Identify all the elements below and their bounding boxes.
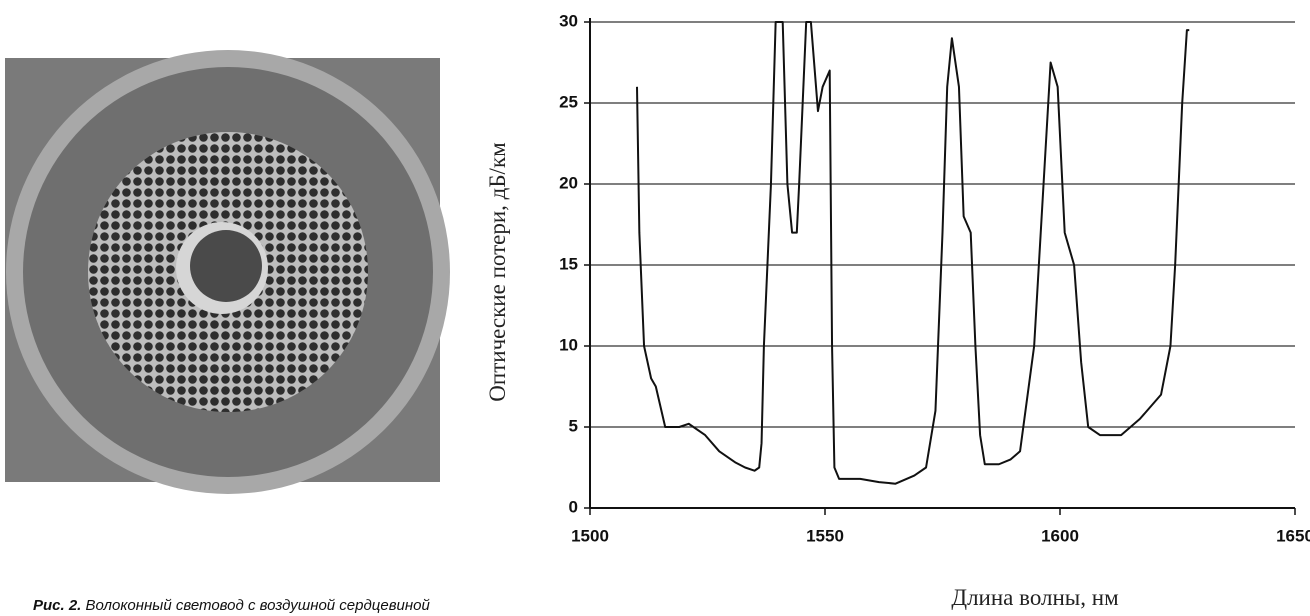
x-tick-label: 1550 xyxy=(806,526,844,545)
caption: Рис. 2. Волоконный световод с воздушной … xyxy=(33,597,430,614)
y-tick-label: 0 xyxy=(569,497,578,516)
y-tick-label: 25 xyxy=(559,92,578,111)
y-tick-label: 30 xyxy=(559,11,578,30)
x-tick-label: 1650 xyxy=(1276,526,1310,545)
x-axis-title: Длина волны, нм xyxy=(951,585,1119,610)
x-tick-label: 1500 xyxy=(571,526,609,545)
x-tick-label: 1600 xyxy=(1041,526,1079,545)
y-axis-title: Оптические потери, дБ/км xyxy=(485,142,510,402)
fiber-photo xyxy=(5,50,450,494)
y-tick-label: 10 xyxy=(559,335,578,354)
caption-label: Рис. 2. xyxy=(33,597,81,614)
y-tick-label: 5 xyxy=(569,416,578,435)
data-line xyxy=(636,21,1190,485)
y-tick-label: 20 xyxy=(559,173,578,192)
y-tick-label: 15 xyxy=(559,254,578,273)
caption-text: Волоконный световод с воздушной сердцеви… xyxy=(86,597,431,614)
